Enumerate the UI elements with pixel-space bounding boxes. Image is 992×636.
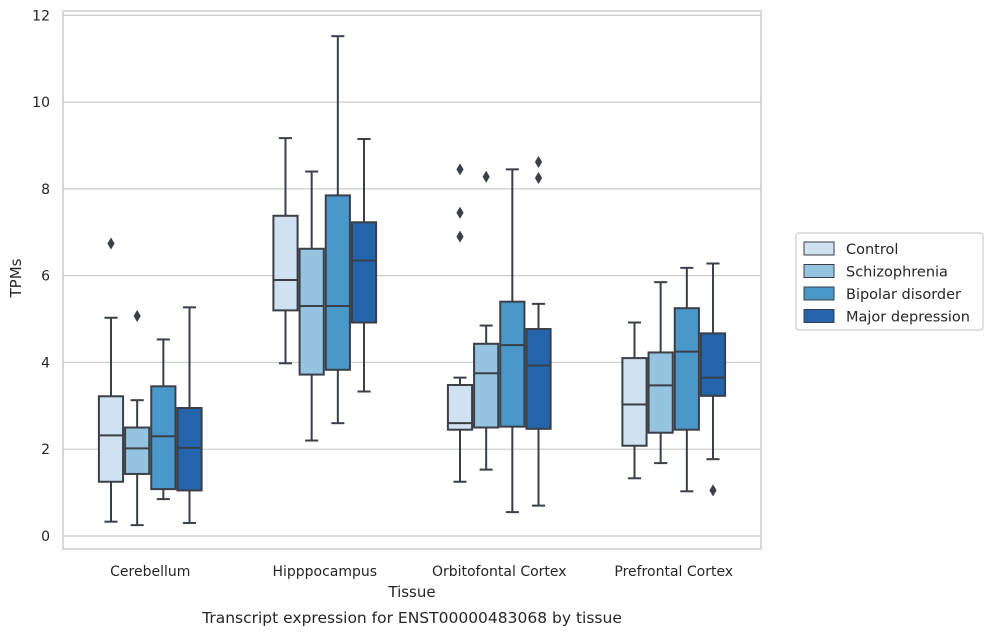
iqr-box bbox=[324, 194, 351, 371]
box-control bbox=[272, 137, 299, 365]
x-tick-label: Hipppocampus bbox=[272, 564, 377, 580]
y-tick-label: 4 bbox=[41, 355, 50, 371]
legend-swatch bbox=[803, 264, 835, 278]
box-control bbox=[97, 237, 125, 523]
x-tick-label: Orbitofontal Cortex bbox=[432, 564, 567, 580]
boxes bbox=[97, 35, 727, 527]
legend: Control Schizophrenia Bipolar disorder Majo… bbox=[795, 232, 984, 331]
outlier-point bbox=[133, 310, 141, 323]
iqr-box bbox=[124, 426, 151, 475]
box-major-depression bbox=[176, 306, 203, 524]
outlier-point bbox=[456, 206, 464, 219]
iqr-box bbox=[272, 214, 299, 312]
iqr-box bbox=[699, 332, 727, 397]
outlier-point bbox=[456, 163, 464, 176]
y-tick-label: 6 bbox=[41, 269, 50, 285]
legend-label: Schizophrenia bbox=[846, 265, 948, 281]
iqr-box bbox=[473, 342, 500, 429]
box-bipolar-disorder bbox=[673, 266, 700, 493]
iqr-box bbox=[97, 395, 125, 483]
x-axis-ticks: Cerebellum Hipppocampus Orbitofontal Corte… bbox=[110, 564, 733, 580]
chart-caption: Transcript expression for ENST0000048306… bbox=[201, 609, 622, 627]
outlier-point bbox=[456, 230, 464, 243]
outlier-point bbox=[482, 170, 490, 183]
box-schizophrenia bbox=[647, 281, 674, 465]
x-axis-label: Tissue bbox=[387, 583, 435, 601]
box-major-depression bbox=[699, 262, 727, 497]
legend-frame bbox=[795, 232, 984, 331]
box-schizophrenia bbox=[298, 170, 325, 442]
box-control bbox=[446, 163, 474, 483]
iqr-box bbox=[525, 328, 552, 430]
box-major-depression bbox=[350, 137, 378, 393]
iqr-box bbox=[150, 385, 177, 491]
iqr-box bbox=[176, 406, 203, 492]
box-bipolar-disorder bbox=[324, 35, 351, 425]
iqr-box bbox=[621, 357, 648, 447]
box-control bbox=[621, 321, 648, 480]
y-axis-ticks: 0 2 4 6 8 10 12 bbox=[32, 8, 50, 545]
legend-label: Major depression bbox=[846, 310, 970, 326]
box-major-depression bbox=[525, 155, 552, 507]
x-tick-label: Prefrontal Cortex bbox=[614, 564, 733, 580]
box-schizophrenia bbox=[124, 310, 151, 527]
iqr-box bbox=[298, 247, 325, 376]
box-bipolar-disorder bbox=[499, 168, 526, 514]
iqr-box bbox=[350, 221, 378, 324]
y-axis-label: TPMs bbox=[7, 258, 25, 298]
iqr-box bbox=[499, 300, 526, 428]
iqr-box bbox=[673, 307, 700, 431]
y-tick-label: 0 bbox=[41, 529, 50, 545]
legend-swatch bbox=[803, 241, 835, 256]
y-tick-label: 8 bbox=[41, 182, 50, 198]
iqr-box bbox=[647, 351, 674, 434]
legend-swatch bbox=[803, 309, 835, 323]
y-tick-label: 2 bbox=[41, 442, 50, 458]
y-tick-label: 10 bbox=[32, 95, 50, 111]
legend-swatch bbox=[803, 286, 835, 301]
outlier-point bbox=[534, 172, 543, 185]
outlier-point bbox=[709, 484, 717, 497]
x-tick-label: Cerebellum bbox=[110, 564, 190, 580]
legend-label: Bipolar disorder bbox=[846, 287, 961, 303]
y-tick-label: 12 bbox=[32, 8, 50, 24]
plot-frame bbox=[62, 10, 762, 550]
legend-label: Control bbox=[846, 242, 898, 258]
box-schizophrenia bbox=[473, 170, 500, 471]
box-bipolar-disorder bbox=[150, 338, 177, 501]
outlier-point bbox=[534, 155, 543, 168]
outlier-point bbox=[107, 237, 115, 250]
